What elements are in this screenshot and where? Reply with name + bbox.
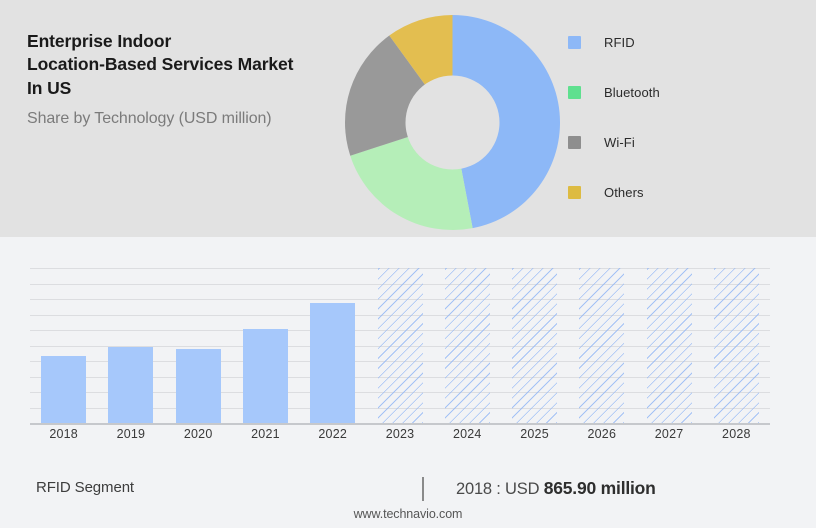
- legend-item-others[interactable]: Others: [568, 167, 768, 217]
- legend-item-label: Wi-Fi: [604, 134, 635, 150]
- legend-swatch-icon: [568, 185, 581, 199]
- footer-url: www.technavio.com: [353, 507, 463, 521]
- page-subtitle: Share by Technology (USD million): [27, 109, 272, 127]
- bar-forecast-2023[interactable]: [377, 268, 423, 423]
- bar-2019[interactable]: [108, 347, 154, 423]
- bar-forecast-2024[interactable]: [444, 268, 490, 423]
- footer-divider: [422, 477, 424, 501]
- legend-swatch-icon: [568, 35, 581, 49]
- bar-forecast-2026[interactable]: [579, 268, 625, 423]
- bar-forecast-2028[interactable]: [713, 268, 759, 423]
- donut-chart-svg: [345, 15, 560, 230]
- x-axis-label-2018: 2018: [49, 427, 78, 441]
- x-axis-label-2020: 2020: [183, 427, 213, 441]
- bar-2018[interactable]: [41, 356, 87, 423]
- x-axis-label-2025: 2025: [520, 427, 549, 441]
- x-axis-label-2024: 2024: [452, 427, 482, 441]
- header-band: Enterprise Indoor Location-Based Service…: [0, 0, 816, 237]
- donut-hole: [405, 75, 500, 170]
- legend-swatch-icon: [568, 135, 581, 149]
- legend: RFID Bluetooth Wi-Fi Others: [568, 17, 768, 217]
- bar-chart: 2018 2019 2020 2021 2022 2023 2024 2025 2026 2027…: [0, 237, 816, 465]
- x-axis-line: [30, 423, 770, 425]
- bar-forecast-2025[interactable]: [512, 268, 558, 423]
- bar-2020[interactable]: [175, 349, 221, 423]
- legend-item-label: RFID: [604, 34, 635, 50]
- bar-series: [30, 268, 770, 423]
- x-axis-label-2019: 2019: [116, 427, 146, 441]
- legend-item-wi-fi[interactable]: Wi-Fi: [568, 117, 768, 167]
- legend-item-rfid[interactable]: RFID: [568, 17, 768, 67]
- x-axis-label-2022: 2022: [318, 427, 348, 441]
- legend-swatch-icon: [568, 85, 581, 99]
- x-axis-label-2021: 2021: [251, 427, 280, 441]
- legend-item-label: Bluetooth: [604, 84, 660, 100]
- x-axis-label-2026: 2026: [587, 427, 617, 441]
- x-axis-label-2027: 2027: [654, 427, 684, 441]
- bar-2021[interactable]: [242, 329, 288, 423]
- bar-2022[interactable]: [310, 303, 356, 423]
- footer-value-prefix: 2018 : USD: [456, 480, 544, 498]
- title-block: Enterprise Indoor Location-Based Service…: [27, 30, 357, 130]
- footer-value: 2018 : USD 865.90 million: [456, 478, 656, 499]
- x-axis-label-2023: 2023: [385, 427, 415, 441]
- legend-item-bluetooth[interactable]: Bluetooth: [568, 67, 768, 117]
- legend-item-label: Others: [604, 184, 644, 200]
- donut-slice-rfid[interactable]: [452, 15, 561, 229]
- x-axis-labels: 2018 2019 2020 2021 2022 2023 2024 2025 2026 2027…: [30, 427, 770, 451]
- page-title: Enterprise Indoor Location-Based Service…: [27, 31, 294, 98]
- footer: RFID Segment 2018 : USD 865.90 million w…: [0, 465, 816, 528]
- bar-forecast-2027[interactable]: [646, 268, 692, 423]
- footer-segment-label: RFID Segment: [36, 479, 134, 496]
- donut-chart: [345, 15, 560, 230]
- footer-value-amount: 865.90 million: [543, 478, 656, 498]
- x-axis-label-2028: 2028: [722, 427, 751, 441]
